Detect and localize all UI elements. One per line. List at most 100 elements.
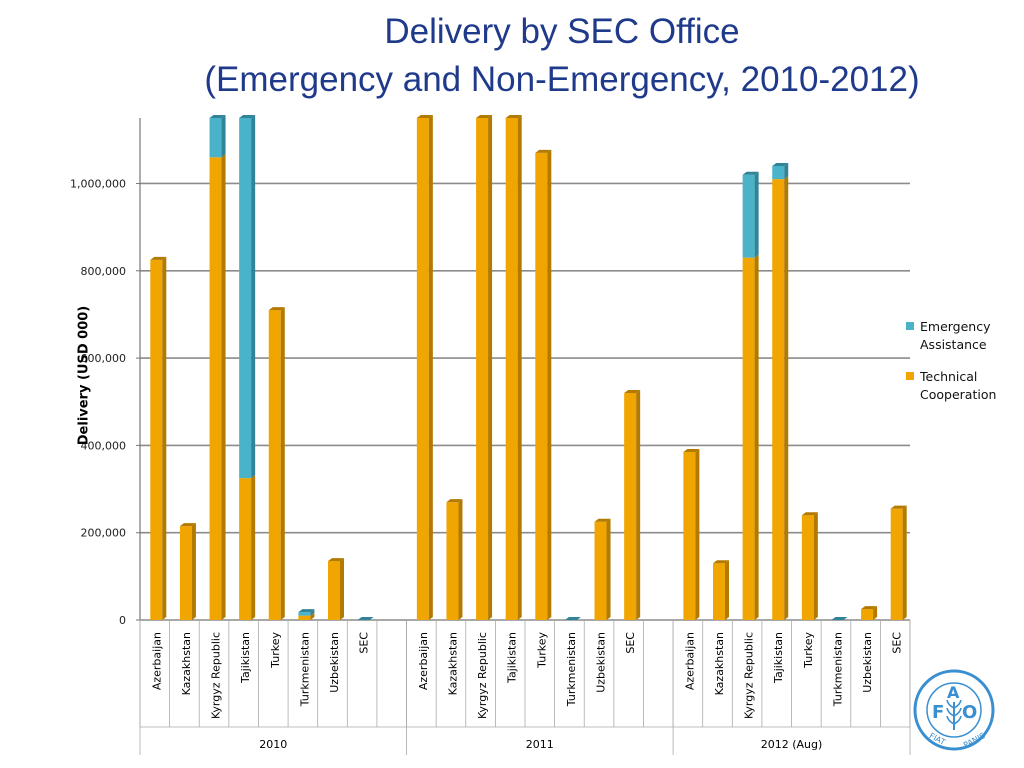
bar-technical-side: [280, 307, 285, 620]
bar-emergency-side: [310, 609, 315, 616]
fao-logo: F A O FIAT PANIS: [912, 668, 996, 756]
bar-technical-2011-Tajikistan: [505, 118, 518, 620]
bar-technical-side: [191, 523, 196, 620]
bar-emergency-side: [251, 115, 256, 479]
bar-technical-side: [813, 512, 818, 620]
bar-top: [742, 171, 759, 175]
x-category-label: Kazakhstan: [180, 632, 193, 695]
x-category-label: SEC: [358, 632, 371, 654]
x-category-label: SEC: [891, 632, 904, 654]
bar-top: [179, 523, 196, 527]
bar-top: [150, 256, 167, 260]
bar-technical-2012 (Aug)-Uzbekistan: [861, 609, 874, 620]
x-category-label: Uzbekistan: [595, 632, 608, 693]
group-label: 2012 (Aug): [761, 738, 823, 751]
legend-swatch-technical: [906, 372, 914, 380]
x-category-label: Turkey: [802, 632, 815, 669]
bar-technical-2011-Uzbekistan: [594, 521, 607, 620]
x-category-label: Uzbekistan: [861, 632, 874, 693]
y-tick-label: 200,000: [81, 527, 127, 540]
bar-top: [328, 558, 344, 562]
bar-technical-side: [458, 499, 463, 620]
legend-label-emergency: Emergency Assistance: [920, 319, 991, 352]
bar-technical-side: [754, 254, 759, 620]
legend-swatch-emergency: [906, 322, 914, 330]
bar-emergency-2010-Tajikistan: [239, 118, 252, 479]
bar-technical-side: [310, 612, 315, 620]
bar-technical-2012 (Aug)-Kyrgyz Republic: [742, 257, 755, 620]
x-category-label: Turkey: [269, 632, 282, 669]
bar-technical-2010-Turkmenistan: [298, 615, 311, 620]
group-label: 2010: [259, 738, 287, 751]
bar-technical-side: [162, 256, 167, 620]
x-category-label: Tajikistan: [772, 632, 785, 684]
x-category-label: Kyrgyz Republic: [743, 632, 756, 719]
bar-top: [298, 609, 315, 613]
bar-emergency-2012 (Aug)-Kyrgyz Republic: [742, 174, 755, 258]
bar-top: [476, 115, 493, 118]
bar-technical-side: [517, 115, 522, 620]
bar-top: [861, 606, 878, 610]
bar-technical-2010-Azerbaijan: [150, 259, 163, 620]
bar-technical-side: [251, 475, 256, 620]
bar-technical-2011-SEC: [624, 393, 637, 620]
bar-top: [416, 115, 433, 118]
bar-technical-side: [606, 518, 611, 620]
group-label: 2011: [526, 738, 554, 751]
bar-technical-2010-Kyrgyz Republic: [209, 157, 222, 620]
bar-top: [564, 617, 581, 620]
bar-top: [890, 505, 907, 509]
x-category-label: Turkey: [535, 632, 548, 669]
bar-technical-side: [547, 149, 552, 620]
y-tick-label: 400,000: [81, 439, 127, 452]
bar-emergency-2012 (Aug)-Tajikistan: [772, 166, 785, 180]
bar-top: [831, 617, 848, 620]
bar-technical-side: [636, 390, 641, 620]
y-axis-label: Delivery (USD 000): [76, 305, 92, 446]
svg-text:O: O: [962, 702, 977, 723]
x-category-label: Kazakhstan: [713, 632, 726, 695]
bar-emergency-2010-Kyrgyz Republic: [209, 118, 222, 158]
bar-technical-2011-Kyrgyz Republic: [476, 118, 489, 620]
bar-technical-side: [695, 448, 700, 620]
x-category-label: Azerbaijan: [683, 632, 696, 690]
bar-technical-2011-Azerbaijan: [416, 118, 429, 620]
bar-technical-side: [873, 606, 878, 620]
x-category-label: Azerbaijan: [417, 632, 430, 690]
bar-technical-2012 (Aug)-Kazakhstan: [713, 563, 725, 620]
bar-top: [535, 149, 552, 153]
bar-top: [713, 560, 729, 564]
y-tick-label: 0: [119, 614, 126, 627]
bar-technical-side: [902, 505, 907, 620]
y-tick-label: 600,000: [81, 352, 127, 365]
bar-top: [624, 390, 641, 394]
bar-top: [446, 499, 463, 503]
bar-emergency-side: [754, 171, 759, 258]
svg-text:F: F: [932, 702, 944, 723]
svg-text:A: A: [947, 683, 960, 702]
bar-top: [268, 307, 285, 311]
bar-technical-2010-Uzbekistan: [328, 561, 340, 620]
bar-top: [772, 163, 789, 167]
bar-technical-2010-Turkey: [268, 310, 281, 620]
bar-emergency-side: [221, 115, 226, 158]
x-category-label: Tajikistan: [239, 632, 252, 684]
bar-emergency-side: [784, 163, 789, 180]
bar-technical-2012 (Aug)-SEC: [890, 508, 903, 620]
bar-technical-side: [784, 176, 789, 620]
bar-top: [801, 512, 818, 516]
bar-technical-2011-Kazakhstan: [446, 502, 459, 620]
bar-top: [505, 115, 522, 118]
x-category-label: Azerbaijan: [150, 632, 163, 690]
legend-label-technical: Technical Cooperation: [920, 369, 997, 402]
bar-technical-2012 (Aug)-Tajikistan: [772, 179, 785, 620]
x-category-label: Uzbekistan: [328, 632, 341, 693]
x-category-label: Tajikistan: [506, 632, 519, 684]
bar-top: [209, 115, 226, 118]
y-tick-label: 800,000: [81, 265, 127, 278]
bar-top: [357, 617, 374, 620]
bar-technical-side: [725, 560, 729, 620]
chart-title-line2: (Emergency and Non-Emergency, 2010-2012): [204, 60, 920, 99]
bar-technical-2012 (Aug)-Turkey: [801, 515, 814, 620]
